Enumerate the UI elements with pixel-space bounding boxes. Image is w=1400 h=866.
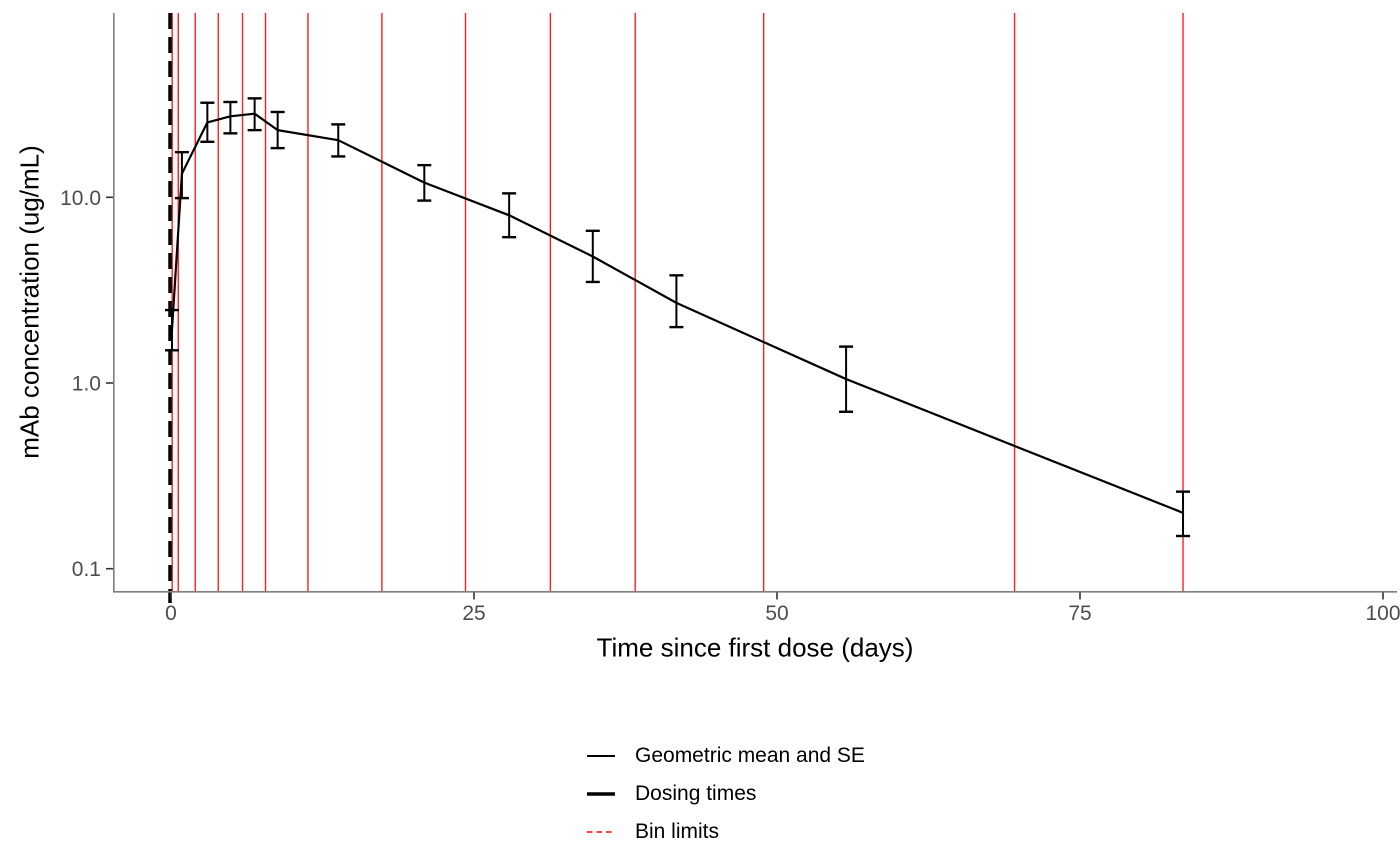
thin-black-line-key-icon [587, 755, 615, 757]
y-axis-title: mAb concentration (ug/mL) [14, 145, 45, 459]
red-dashed-line-key-icon [587, 831, 615, 833]
legend-label-bin-limits: Bin limits [635, 820, 720, 843]
geometric-mean-line [170, 112, 1185, 514]
legend-item-dosing-times: Dosing times [586, 781, 865, 807]
legend-label-dosing-times: Dosing times [635, 782, 757, 805]
x-tick-label: 50 [765, 602, 788, 625]
y-tick-label: 1.0 [72, 373, 101, 396]
x-axis-title: Time since first dose (days) [596, 632, 914, 663]
chart-legend: Geometric mean and SE Dosing times Bin l… [586, 743, 865, 845]
chart-plot-area: 0 25 50 75 100 10.0 1.0 0.1 [60, 13, 1400, 625]
y-tick-label: 10.0 [60, 187, 101, 210]
x-tick-label: 100 [1365, 602, 1400, 625]
legend-item-bin-limits: Bin limits [586, 819, 865, 845]
legend-label-geometric-mean: Geometric mean and SE [635, 744, 865, 767]
y-tick-label: 0.1 [72, 558, 101, 581]
x-tick-label: 75 [1068, 602, 1091, 625]
thick-black-line-key-icon [587, 792, 615, 796]
x-tick-label: 25 [462, 602, 485, 625]
legend-item-geometric-mean: Geometric mean and SE [586, 743, 865, 769]
x-tick-label: 0 [165, 602, 177, 625]
